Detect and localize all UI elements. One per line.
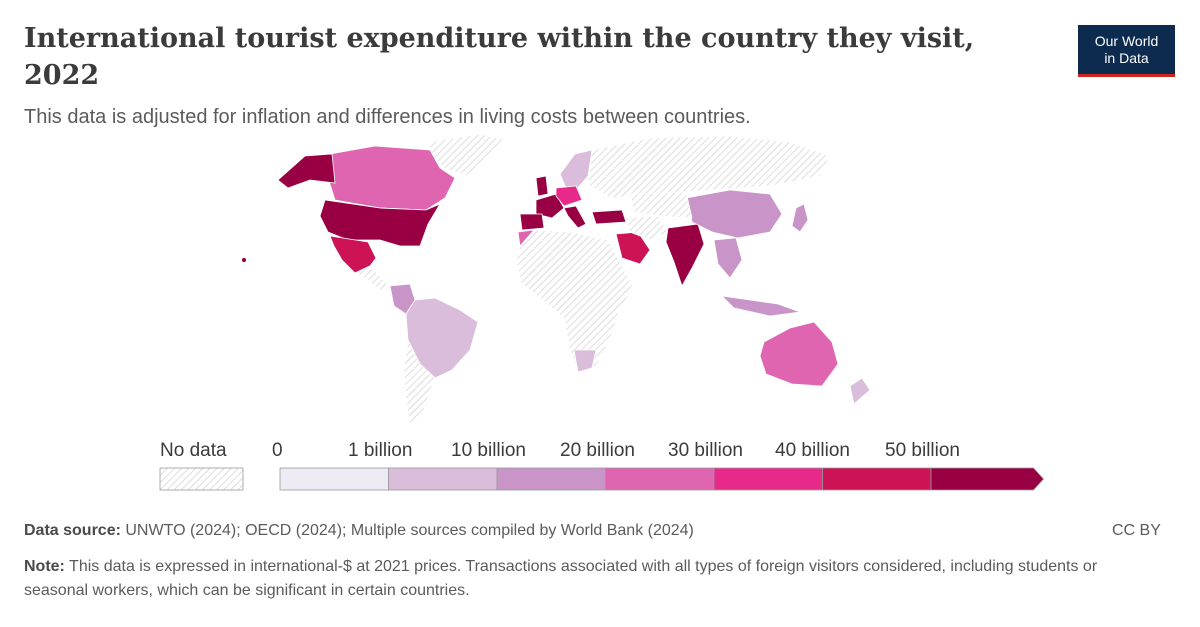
region-argentina[interactable] xyxy=(403,338,436,427)
region-hawaii[interactable] xyxy=(241,257,247,263)
world-map xyxy=(241,133,871,427)
legend-tick-label: 20 billion xyxy=(560,440,635,461)
source-text[interactable]: UNWTO (2024); OECD (2024); Multiple sour… xyxy=(125,522,694,539)
data-source: Data source: UNWTO (2024); OECD (2024); … xyxy=(24,522,694,540)
legend-bin-swatch[interactable] xyxy=(279,467,389,491)
logo-line-1: Our World xyxy=(1094,32,1159,49)
legend-bin-swatch[interactable] xyxy=(388,467,498,491)
note-text: This data is expressed in international-… xyxy=(24,558,1098,599)
region-australia[interactable] xyxy=(759,321,839,387)
region-china[interactable] xyxy=(685,189,783,239)
legend-tick-label: 1 billion xyxy=(348,440,413,461)
chart-title: International tourist expenditure within… xyxy=(24,23,975,91)
region-southeast-asia[interactable] xyxy=(713,237,743,279)
source-label: Data source: xyxy=(24,522,121,539)
region-turkey[interactable] xyxy=(591,209,627,225)
legend-no-data-label: No data xyxy=(160,440,227,461)
owid-logo[interactable]: Our World in Data xyxy=(1078,25,1175,77)
legend-bin-swatch[interactable] xyxy=(713,467,823,491)
region-africa[interactable] xyxy=(515,229,635,373)
note-label: Note: xyxy=(24,558,65,575)
license-link[interactable]: CC BY xyxy=(1112,522,1161,539)
legend-tick-label: 10 billion xyxy=(451,440,526,461)
legend-tick-label: 50 billion xyxy=(885,440,960,461)
region-united-states[interactable] xyxy=(319,199,441,247)
region-central-asia[interactable] xyxy=(629,191,693,219)
legend-bin-swatch[interactable] xyxy=(496,467,606,491)
region-india[interactable] xyxy=(665,223,705,287)
legend-bin-swatch[interactable] xyxy=(930,467,1045,491)
region-indonesia[interactable] xyxy=(720,295,801,317)
region-spain[interactable] xyxy=(519,213,545,231)
region-new-zealand[interactable] xyxy=(849,377,871,405)
region-alaska[interactable] xyxy=(277,153,336,189)
chart-subtitle: This data is adjusted for inflation and … xyxy=(24,106,751,128)
legend-bin-swatch[interactable] xyxy=(822,467,932,491)
legend-bin-swatch[interactable] xyxy=(605,467,715,491)
legend-no-data-swatch[interactable] xyxy=(159,467,244,491)
region-japan[interactable] xyxy=(791,203,809,233)
legend-tick-label: 40 billion xyxy=(775,440,850,461)
region-uk[interactable] xyxy=(535,175,549,197)
region-germany[interactable] xyxy=(555,185,583,207)
legend-tick-label: 30 billion xyxy=(668,440,743,461)
logo-line-2: in Data xyxy=(1104,49,1149,66)
region-canada[interactable] xyxy=(327,145,456,211)
region-russia[interactable] xyxy=(587,135,831,199)
note: Note: This data is expressed in internat… xyxy=(24,555,1144,603)
region-france[interactable] xyxy=(535,193,565,219)
legend-scale xyxy=(159,467,1045,491)
region-scandinavia[interactable] xyxy=(559,149,593,191)
region-south-africa[interactable] xyxy=(573,349,597,373)
region-italy[interactable] xyxy=(563,205,587,229)
legend-tick-label: 0 xyxy=(272,440,283,461)
region-iran[interactable] xyxy=(625,215,669,241)
